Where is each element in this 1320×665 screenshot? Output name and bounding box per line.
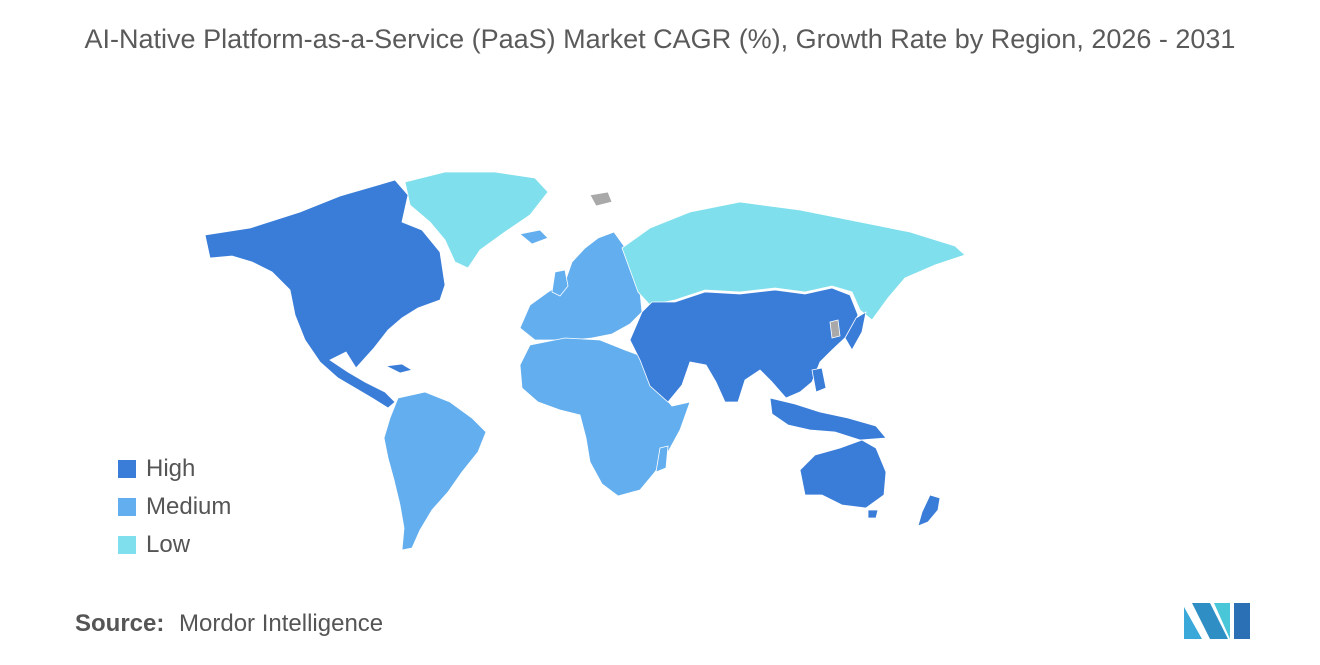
region-new-zealand — [917, 494, 941, 527]
legend-swatch — [118, 498, 136, 516]
legend-item-high: High — [118, 450, 231, 488]
source-label: Source: — [75, 610, 165, 637]
legend-item-low: Low — [118, 526, 231, 564]
legend: High Medium Low — [118, 450, 231, 564]
region-uk — [551, 269, 569, 297]
legend-item-medium: Medium — [118, 488, 231, 526]
region-greenland — [404, 171, 549, 269]
region-caribbean — [384, 363, 414, 374]
region-south-america — [383, 391, 487, 551]
region-asia — [629, 287, 859, 403]
legend-label: Medium — [146, 493, 232, 520]
region-svalbard — [589, 191, 613, 207]
mordor-intelligence-logo-icon — [1184, 603, 1250, 639]
region-korea-no-data — [829, 319, 841, 339]
region-japan — [844, 311, 867, 351]
region-australia — [799, 439, 887, 509]
chart-title: AI-Native Platform-as-a-Service (PaaS) M… — [84, 24, 1236, 54]
region-tasmania — [867, 509, 879, 519]
region-madagascar — [655, 445, 669, 473]
region-philippines — [811, 367, 827, 393]
legend-label: High — [146, 455, 196, 482]
legend-label: Low — [146, 531, 191, 558]
region-iceland — [519, 229, 549, 245]
region-russia — [621, 201, 966, 321]
source-value: Mordor Intelligence — [179, 610, 384, 637]
region-north-america — [204, 179, 446, 409]
source-note: Source: Mordor Intelligence — [75, 610, 383, 638]
region-southeast-asia-islands — [769, 397, 887, 441]
legend-swatch — [118, 536, 136, 554]
legend-swatch — [118, 460, 136, 478]
